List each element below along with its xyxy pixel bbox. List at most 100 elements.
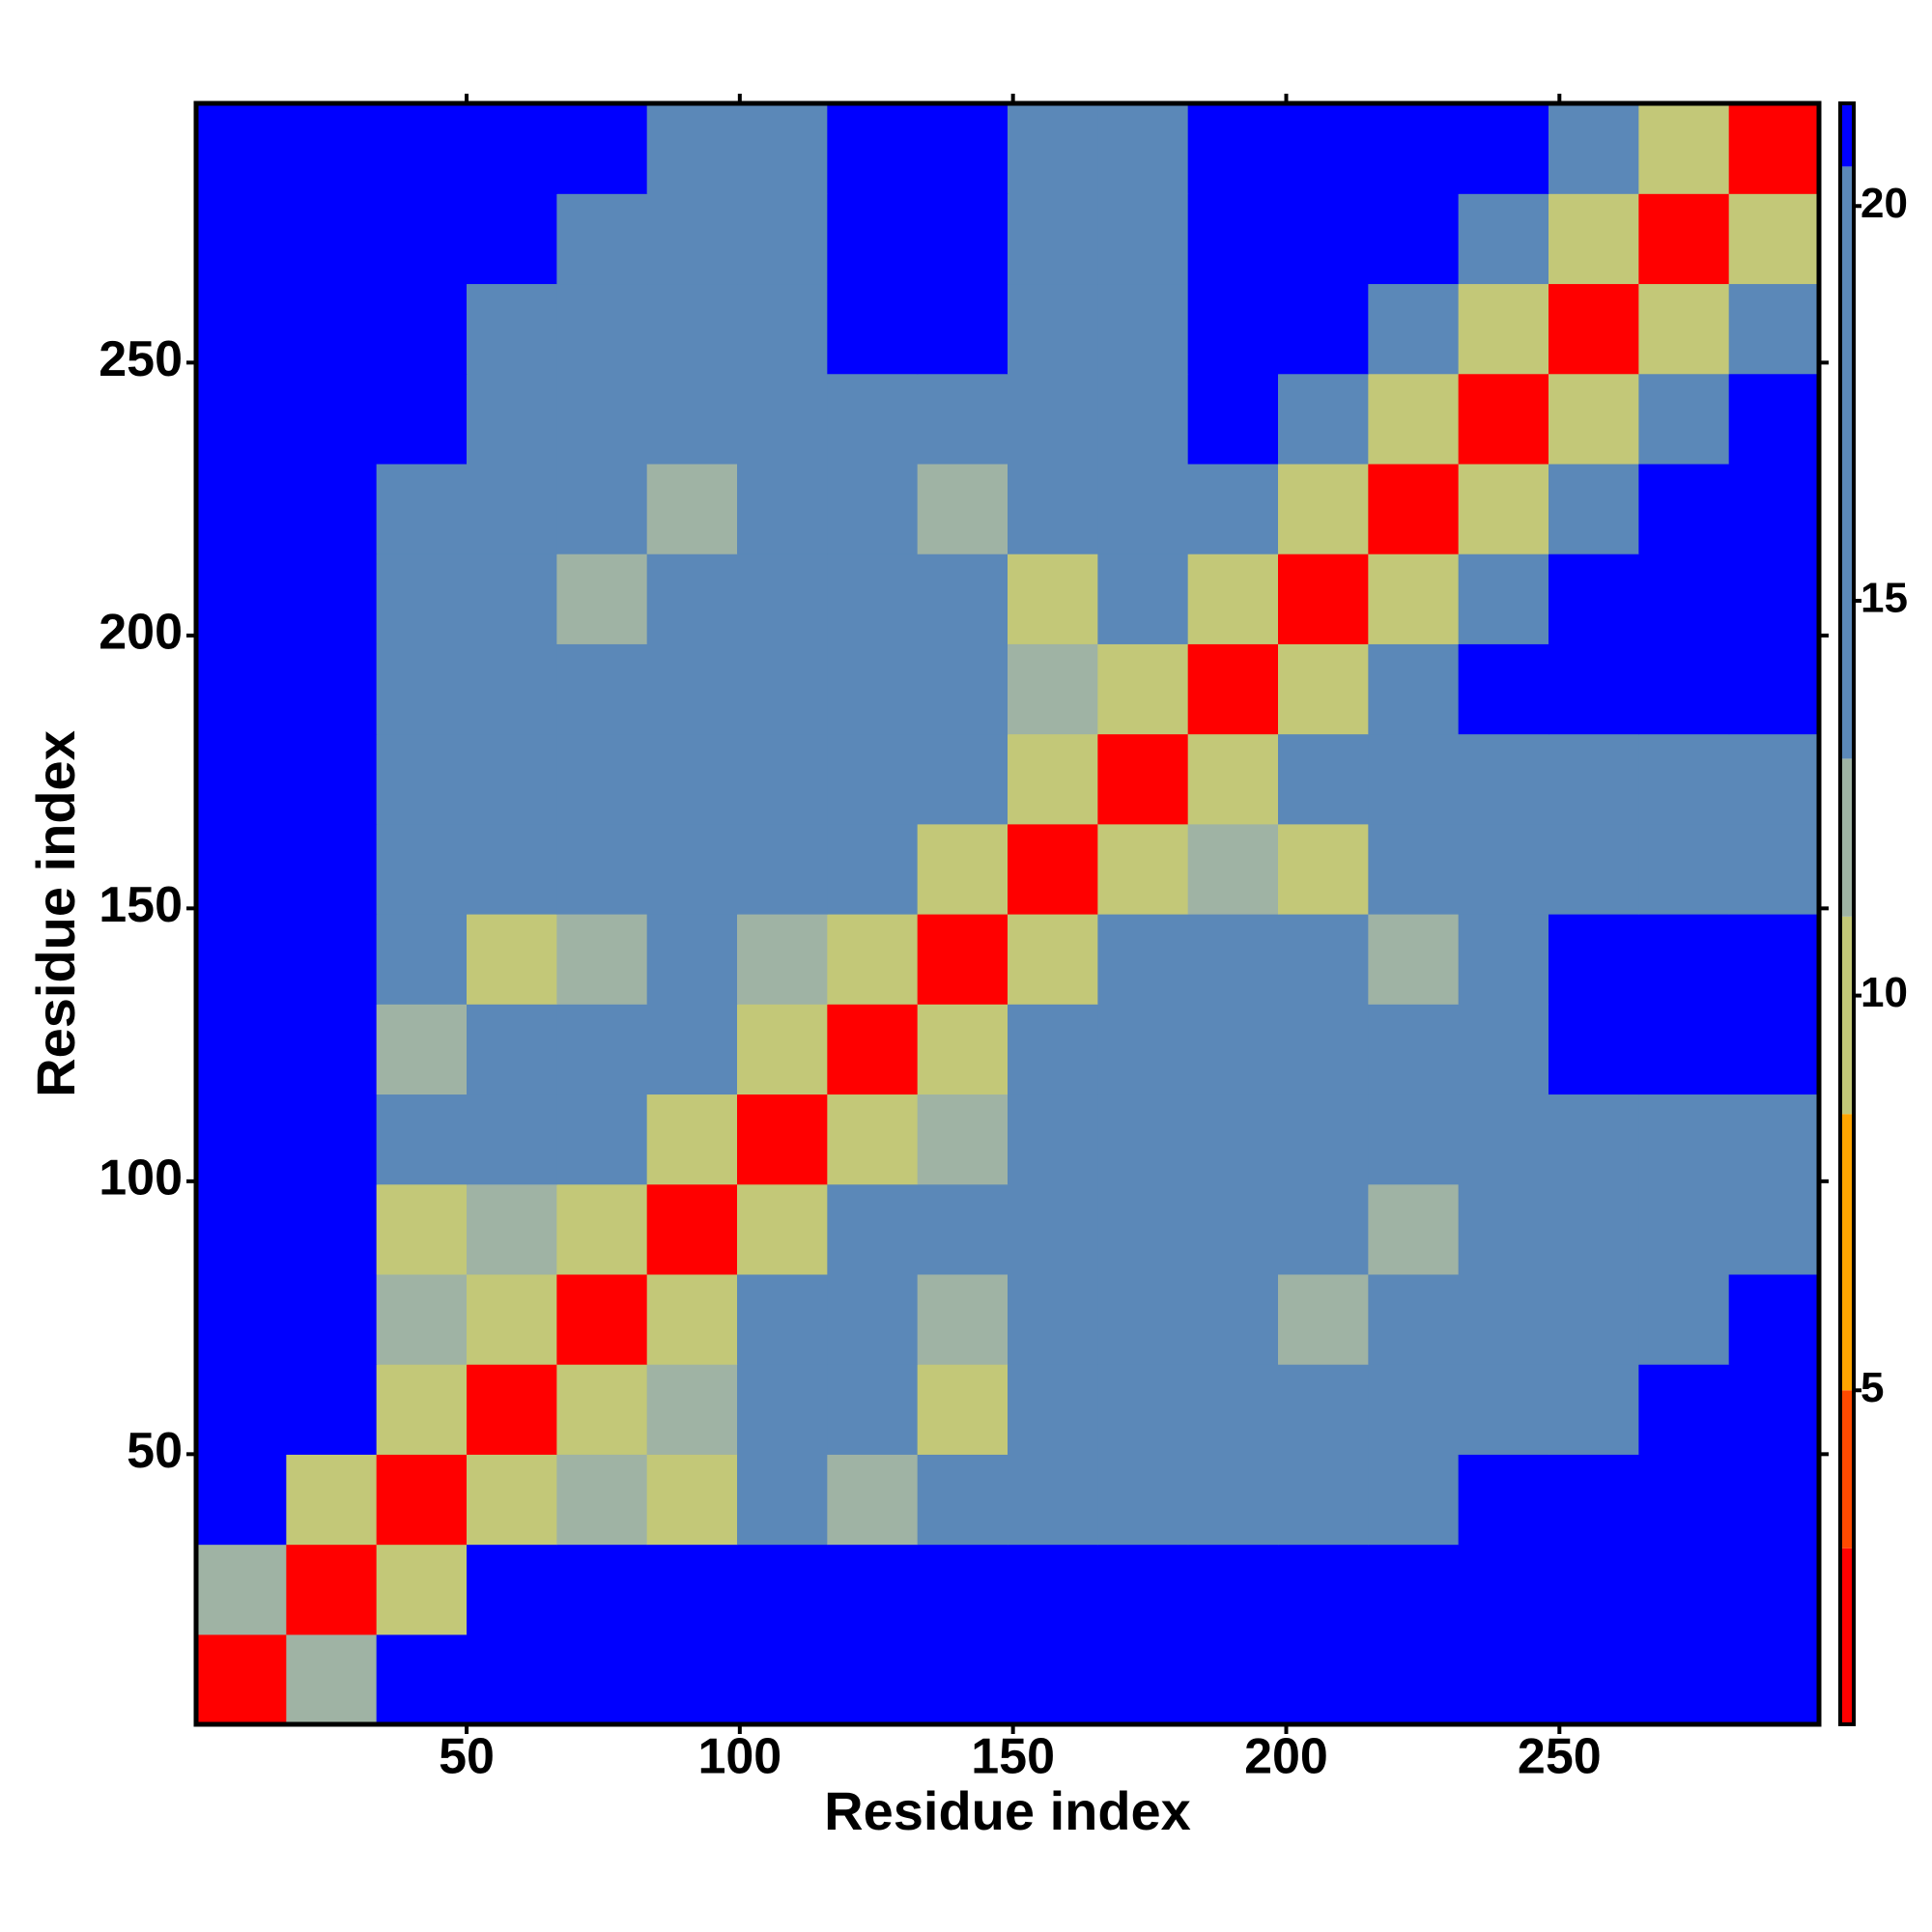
heatmap-cell (1728, 103, 1819, 194)
heatmap-cell (467, 733, 557, 825)
heatmap-cell (556, 1544, 648, 1635)
heatmap-cell (1728, 1364, 1819, 1455)
heatmap-cell (1368, 103, 1460, 194)
heatmap-cell (737, 1454, 828, 1546)
heatmap-cell (376, 1004, 468, 1095)
heatmap-cell (917, 1183, 1009, 1275)
x-tick-label: 50 (439, 1729, 495, 1785)
heatmap-cell (467, 193, 557, 285)
heatmap-cell (1728, 1004, 1819, 1095)
heatmap-cell (1187, 1004, 1279, 1095)
heatmap-cell (196, 103, 287, 194)
heatmap-cell (1728, 283, 1819, 375)
heatmap-cell (1368, 914, 1460, 1005)
heatmap-cell (737, 823, 828, 915)
heatmap-cell (1097, 823, 1189, 915)
heatmap-cell (917, 1544, 1009, 1635)
heatmap-cell (1458, 1094, 1549, 1185)
x-tick-label: 100 (697, 1729, 781, 1785)
y-axis-title: Residue index (25, 730, 86, 1097)
x-tick-label: 200 (1244, 1729, 1328, 1785)
heatmap-cell (646, 1634, 738, 1724)
heatmap-cell (286, 554, 378, 644)
heatmap-cell (556, 1004, 648, 1095)
heatmap-cell (1097, 283, 1189, 375)
y-tick-label: 250 (99, 331, 183, 387)
heatmap-cell (196, 1454, 287, 1546)
heatmap-cell (1008, 1454, 1098, 1546)
heatmap-cell (1458, 733, 1549, 825)
colorbar-segment (1840, 1390, 1854, 1548)
heatmap-cell (376, 1273, 468, 1365)
heatmap-cell (1097, 193, 1189, 285)
heatmap-cell (286, 1544, 378, 1635)
heatmap-cell (196, 1183, 287, 1275)
colorbar-tick-label: 5 (1861, 1364, 1884, 1411)
y-tick-label: 150 (99, 877, 183, 933)
heatmap-cell (376, 1094, 468, 1185)
heatmap-cell (1548, 1273, 1639, 1365)
heatmap-cell (1008, 914, 1098, 1005)
heatmap-cell (1638, 554, 1730, 644)
heatmap-cell (196, 283, 287, 375)
heatmap-cell (1187, 193, 1279, 285)
heatmap-cell (1728, 1273, 1819, 1365)
heatmap-cell (1458, 914, 1549, 1005)
heatmap-cell (1008, 1183, 1098, 1275)
heatmap-cell (917, 1634, 1009, 1724)
heatmap-cell (556, 1364, 648, 1455)
heatmap-cell (646, 1094, 738, 1185)
heatmap-cell (827, 1094, 919, 1185)
heatmap-cell (646, 373, 738, 465)
heatmap (196, 103, 1819, 1724)
heatmap-cell (737, 283, 828, 375)
heatmap-cell (1638, 914, 1730, 1005)
heatmap-cell (286, 283, 378, 375)
heatmap-cell (1728, 1634, 1819, 1724)
heatmap-cell (376, 463, 468, 554)
heatmap-cell (1638, 103, 1730, 194)
heatmap-cell (286, 463, 378, 554)
heatmap-cell (1548, 1634, 1639, 1724)
heatmap-cell (1728, 914, 1819, 1005)
heatmap-cell (1548, 463, 1639, 554)
heatmap-cell (646, 463, 738, 554)
heatmap-cell (917, 1094, 1009, 1185)
heatmap-cell (827, 1183, 919, 1275)
heatmap-cell (737, 103, 828, 194)
heatmap-cell (1278, 193, 1369, 285)
heatmap-cell (1278, 643, 1369, 735)
heatmap-cell (556, 103, 648, 194)
heatmap-cell (917, 554, 1009, 644)
heatmap-cell (1638, 463, 1730, 554)
heatmap-cell (1008, 1004, 1098, 1095)
heatmap-cell (917, 103, 1009, 194)
heatmap-cell (827, 463, 919, 554)
y-tick-label: 200 (99, 605, 183, 661)
colorbar-tick-label: 10 (1861, 969, 1908, 1016)
heatmap-cell (1638, 1004, 1730, 1095)
heatmap-cell (1368, 1544, 1460, 1635)
heatmap-cell (467, 103, 557, 194)
heatmap-cell (467, 463, 557, 554)
heatmap-cell (1278, 914, 1369, 1005)
heatmap-cell (1728, 1183, 1819, 1275)
heatmap-cell (1008, 823, 1098, 915)
heatmap-cell (1187, 1634, 1279, 1724)
heatmap-cell (1638, 1544, 1730, 1635)
heatmap-cell (556, 643, 648, 735)
heatmap-cell (1368, 1183, 1460, 1275)
heatmap-cell (196, 914, 287, 1005)
heatmap-cell (1368, 283, 1460, 375)
heatmap-cell (1097, 914, 1189, 1005)
heatmap-cell (286, 193, 378, 285)
heatmap-cell (376, 1183, 468, 1275)
heatmap-cell (1458, 463, 1549, 554)
heatmap-cell (1548, 193, 1639, 285)
heatmap-cell (827, 1634, 919, 1724)
heatmap-cell (286, 1273, 378, 1365)
heatmap-cell (376, 193, 468, 285)
heatmap-cell (1008, 554, 1098, 644)
heatmap-cell (827, 103, 919, 194)
heatmap-cell (646, 193, 738, 285)
